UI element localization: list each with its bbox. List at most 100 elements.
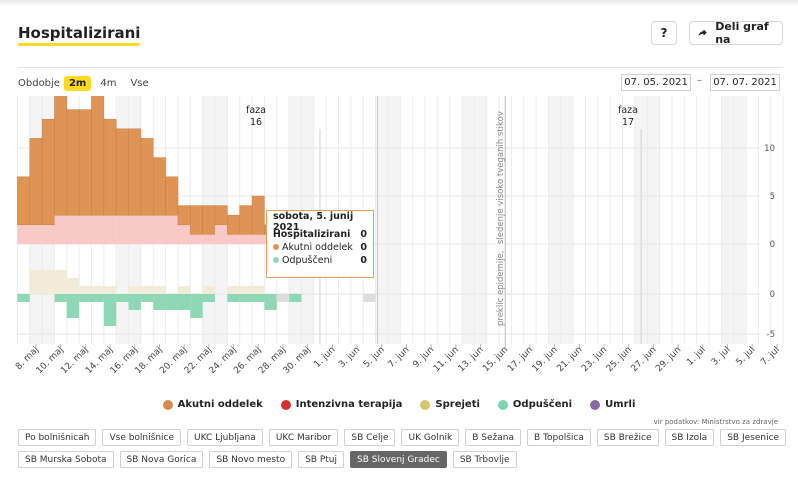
x-tick-label: 5. jul [735, 345, 758, 368]
period-option-4m[interactable]: 4m [100, 78, 117, 89]
phase-16-label-2: 16 [250, 117, 262, 128]
discharged-bar [116, 294, 129, 302]
x-tick-label: 3. jul [710, 345, 733, 368]
hospital-button[interactable]: SB Jesenice [720, 429, 787, 446]
admitted-bar [153, 286, 166, 294]
icu-bar [153, 215, 166, 244]
period-option-all[interactable]: Vse [130, 78, 149, 89]
legend-item-deceased[interactable]: Umrli [590, 399, 635, 410]
acute-bar [251, 195, 265, 235]
epidemic-end-label-1: preklic epidemije, [496, 251, 506, 327]
hospital-button[interactable]: B Topolšica [526, 429, 591, 446]
hospital-button[interactable]: SB Murska Sobota [18, 451, 114, 468]
weekend-band [560, 96, 574, 344]
acute-bar [29, 138, 43, 226]
hospital-button[interactable]: SB Celje [344, 429, 396, 446]
x-tick-label: 1. jun [312, 345, 337, 370]
icu-bar [91, 215, 104, 244]
legend-item-discharged[interactable]: Odpuščeni [497, 399, 572, 410]
icu-bar [227, 234, 240, 244]
x-tick-label: 5. jun [362, 345, 387, 370]
discharged-bar [252, 294, 265, 302]
phase-17-label-1: faza [618, 105, 638, 116]
discharged-bar [103, 294, 117, 326]
acute-bar [66, 109, 80, 216]
legend-dot-icon [280, 399, 291, 410]
y-tick-label: 10 [764, 144, 775, 154]
help-button[interactable]: ? [651, 21, 677, 45]
discharged-bar [54, 294, 67, 302]
legend-dot-icon [420, 399, 431, 410]
legend-item-acute[interactable]: Akutni oddelek [162, 399, 263, 410]
date-from-input[interactable]: 07. 05. 2021 [621, 74, 691, 91]
hospital-button[interactable]: B Sežana [465, 429, 521, 446]
period-selector: Obdobje 2m 4m Vse [18, 76, 154, 91]
hospital-button[interactable]: SB Brežice [596, 429, 659, 446]
tooltip-row-discharged: Odpuščeni 0 [273, 254, 367, 267]
icu-bar [177, 224, 191, 244]
acute-bar [227, 214, 240, 235]
discharged-bar [289, 294, 302, 302]
x-tick-label: 30. maj [282, 345, 313, 376]
acute-bar [103, 118, 117, 216]
acute-bar [165, 176, 179, 216]
icu-bar [190, 234, 203, 244]
icu-bar [29, 224, 43, 244]
admitted-bar [177, 286, 191, 294]
page-title: Hospitalizirani [18, 24, 141, 46]
legend-item-icu[interactable]: Intenzivna terapija [280, 399, 402, 410]
acute-bar [54, 96, 68, 216]
hospital-button[interactable]: UKC Maribor [268, 429, 339, 446]
x-tick-label: 25. jun [605, 345, 634, 374]
discharged-bar [17, 294, 30, 302]
icu-bar [42, 224, 55, 244]
tooltip-row-acute: Akutni oddelek 0 [273, 241, 367, 254]
admitted-bar [29, 270, 43, 294]
hospital-button[interactable]: Vse bolnišnice [102, 429, 182, 446]
icu-bar [79, 215, 92, 244]
discharged-bar [190, 294, 203, 318]
date-to-input[interactable]: 07. 07. 2021 [710, 74, 780, 91]
x-tick-label: 7. jun [387, 345, 412, 370]
discharged-bar [66, 294, 80, 318]
admitted-bar [91, 286, 104, 294]
data-source: vir podatkov: Ministrstvo za zdravje [653, 418, 778, 426]
icu-bar [165, 215, 178, 244]
chart-bars [17, 96, 376, 326]
admitted-bar [66, 278, 80, 294]
admitted-bar [202, 286, 215, 294]
hospital-button[interactable]: UKC Ljubljana [187, 429, 263, 446]
acute-bar [177, 205, 191, 226]
legend-item-admitted[interactable]: Sprejeti [420, 399, 480, 410]
discharged-dot-icon [273, 257, 279, 263]
hospital-filter: Po bolnišnicah Vse bolnišnice UKC Ljubljan… [18, 429, 788, 468]
icu-bar [66, 215, 80, 244]
x-tick-label: 23. jun [580, 345, 609, 374]
acute-bar [115, 128, 129, 216]
admitted-bar [140, 286, 154, 294]
legend-dot-icon [590, 399, 601, 410]
hospital-button[interactable]: UK Golnik [401, 429, 460, 446]
hospital-button[interactable]: SB Ptuj [298, 451, 345, 468]
hospital-button[interactable]: SB Trbovlje [452, 451, 517, 468]
x-tick-label: 1. jul [685, 345, 708, 368]
admitted-bar [79, 286, 92, 294]
period-label: Obdobje [18, 78, 60, 89]
header-divider [18, 67, 783, 68]
acute-bar [41, 118, 55, 226]
y-tick-label: 5 [770, 192, 775, 202]
legend-dot-icon [497, 399, 508, 410]
share-button[interactable]: Deli graf na [689, 20, 783, 46]
period-option-2m[interactable]: 2m [63, 76, 92, 91]
hospital-button[interactable]: SB Novo mesto [209, 451, 293, 468]
discharged-bar [239, 294, 253, 302]
hospital-button[interactable]: Po bolnišnicah [18, 429, 97, 446]
hospital-button[interactable]: SB Izola [664, 429, 715, 446]
weekend-band [733, 96, 747, 344]
x-tick-label: 17. jun [506, 345, 535, 374]
admitted-bar [54, 270, 67, 294]
weekend-band [375, 96, 388, 344]
weekend-band [548, 96, 561, 344]
hospital-button[interactable]: SB Nova Gorica [119, 451, 204, 468]
hospital-button[interactable]: SB Slovenj Gradec [350, 451, 447, 468]
